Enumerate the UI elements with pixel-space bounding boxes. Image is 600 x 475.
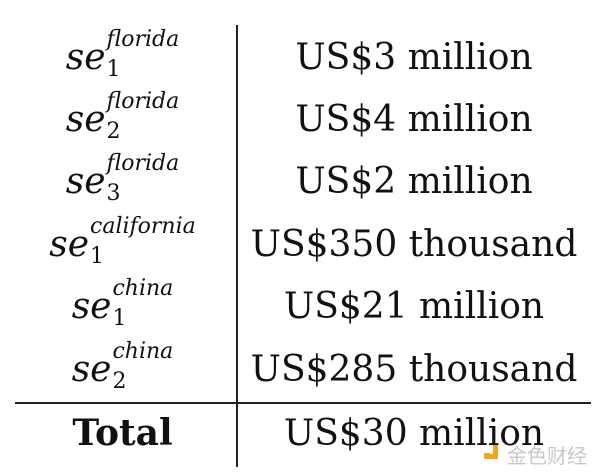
value-cell: US$3 million	[295, 36, 533, 78]
watermark: 金色财经	[484, 440, 587, 469]
symbol-base: se	[71, 348, 112, 390]
variable-symbol: se	[49, 224, 89, 265]
watermark-logo-icon	[484, 444, 504, 465]
superscript: california	[90, 214, 196, 239]
subscript: 1	[90, 244, 105, 269]
table-row: se china 2 US$285 thousand	[0, 339, 600, 399]
symbol-base: se	[65, 98, 106, 140]
table-row: se florida 1 US$3 million	[0, 27, 600, 87]
watermark-text: 金色财经	[507, 444, 587, 468]
table-row: se china 1 US$21 million	[0, 276, 600, 336]
variable-symbol: se	[72, 349, 112, 390]
subscript: 1	[106, 57, 121, 82]
subscript: 2	[106, 119, 121, 144]
value-cell: US$285 thousand	[250, 348, 578, 390]
symbol-base: se	[65, 36, 106, 78]
superscript: china	[112, 276, 174, 301]
value-cell: US$4 million	[295, 98, 533, 140]
superscript: florida	[106, 151, 180, 176]
variable-symbol: se	[72, 286, 112, 327]
total-label: Total	[72, 412, 173, 454]
superscript: florida	[106, 89, 180, 114]
total-divider	[15, 402, 591, 404]
superscript: china	[112, 339, 174, 364]
symbol-base: se	[71, 285, 112, 327]
column-divider	[236, 25, 238, 467]
subscript: 1	[112, 306, 127, 331]
variable-symbol: se	[66, 37, 106, 78]
superscript: florida	[106, 27, 180, 52]
symbol-base: se	[49, 223, 90, 265]
symbol-base: se	[65, 160, 106, 202]
table-row: se florida 3 US$2 million	[0, 151, 600, 211]
subscript: 2	[112, 369, 127, 394]
table-row: se florida 2 US$4 million	[0, 89, 600, 149]
subscript: 3	[106, 181, 121, 206]
value-cell: US$350 thousand	[250, 223, 578, 265]
value-cell: US$21 million	[283, 285, 545, 327]
total-row: Total US$30 million	[0, 403, 600, 463]
value-cell: US$2 million	[295, 160, 533, 202]
variable-symbol: se	[66, 161, 106, 202]
variable-symbol: se	[66, 99, 106, 140]
table-row: se california 1 US$350 thousand	[0, 214, 600, 274]
total-value: US$30 million	[283, 412, 545, 454]
